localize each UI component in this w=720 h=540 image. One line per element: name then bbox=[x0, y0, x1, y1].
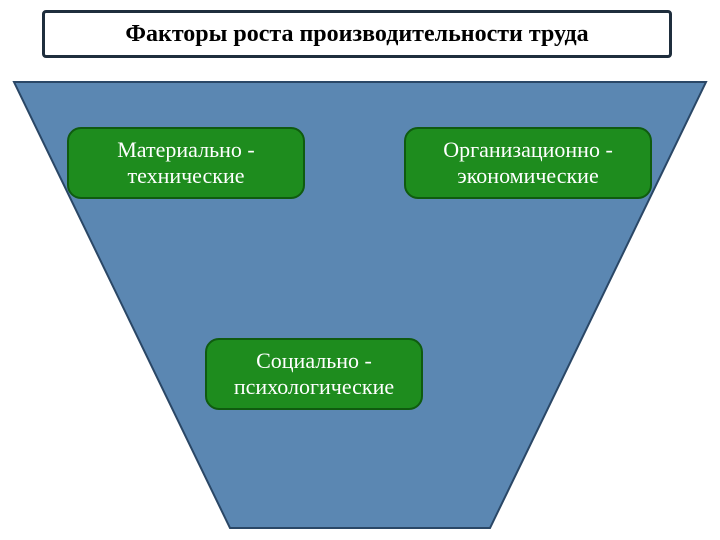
factor-label: Организационно - экономические bbox=[416, 137, 640, 190]
title-text: Факторы роста производительности труда bbox=[125, 21, 588, 48]
factor-label: Материально - технические bbox=[79, 137, 293, 190]
factor-label: Социально - психологические bbox=[217, 348, 411, 401]
diagram-container: Факторы роста производительности труда М… bbox=[0, 0, 720, 540]
factor-box-material-technical: Материально - технические bbox=[67, 127, 305, 199]
trapezoid-shape bbox=[0, 0, 720, 540]
factor-box-social-psychological: Социально - психологические bbox=[205, 338, 423, 410]
title-box: Факторы роста производительности труда bbox=[42, 10, 672, 58]
factor-box-organizational-economic: Организационно - экономические bbox=[404, 127, 652, 199]
